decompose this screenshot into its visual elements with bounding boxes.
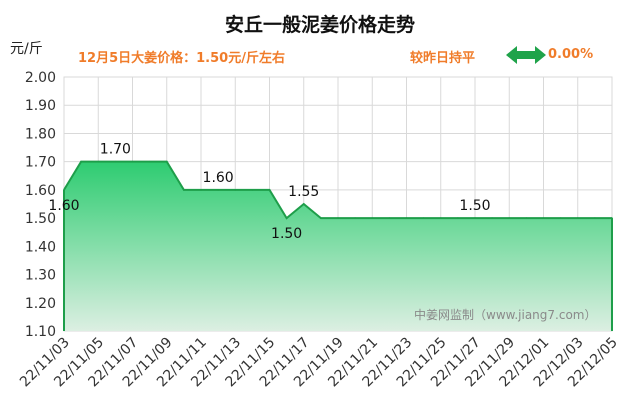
data-label: 1.50 [459, 198, 490, 214]
y-tick-label: 1.80 [25, 126, 56, 142]
y-tick-label: 1.30 [25, 268, 56, 284]
y-tick-label: 1.50 [25, 211, 56, 227]
data-point [457, 217, 459, 219]
y-tick-label: 1.40 [25, 239, 56, 255]
data-point [97, 160, 100, 163]
data-point [559, 217, 562, 219]
data-point [388, 217, 391, 219]
data-point [371, 217, 374, 219]
data-point [251, 189, 254, 191]
data-point [320, 217, 322, 219]
data-point [491, 217, 493, 219]
data-point [422, 217, 425, 219]
data-point [217, 189, 219, 191]
data-point [611, 217, 613, 219]
data-point [508, 217, 511, 219]
y-tick-label: 1.60 [25, 183, 56, 199]
y-tick-label: 1.70 [25, 155, 56, 171]
y-tick-label: 1.10 [25, 324, 56, 340]
data-point [354, 217, 356, 219]
data-point [405, 217, 408, 219]
double-arrow-icon [506, 46, 546, 64]
price-note: 12月5日大姜价格：1.50元/斤左右 [78, 51, 285, 66]
y-tick-label: 2.00 [25, 70, 56, 86]
data-point [474, 217, 476, 219]
y-tick-label: 1.90 [25, 98, 56, 114]
data-point [285, 217, 288, 219]
data-point [200, 189, 202, 191]
data-label: 1.50 [271, 226, 302, 242]
data-point [234, 189, 237, 191]
data-point [542, 217, 545, 219]
y-axis-unit: 元/斤 [10, 41, 43, 57]
data-label: 1.55 [288, 184, 319, 200]
price-area [64, 161, 612, 331]
data-point [594, 217, 596, 219]
data-point [63, 189, 65, 191]
data-point [80, 160, 82, 163]
data-point [576, 217, 579, 219]
data-point [525, 217, 528, 219]
watermark: 中姜网监制（www.jiang7.com） [414, 307, 596, 322]
data-point [165, 160, 168, 163]
change-value: 0.00% [548, 47, 594, 62]
chart-title: 安丘一般泥姜价格走势 [224, 14, 415, 36]
data-point [148, 160, 151, 163]
y-tick-label: 1.20 [25, 296, 56, 312]
data-label: 1.60 [48, 198, 79, 214]
data-point [337, 217, 339, 219]
data-label: 1.60 [203, 170, 234, 186]
data-label: 1.70 [100, 142, 131, 158]
data-point [114, 160, 117, 163]
data-point [131, 160, 134, 163]
data-point [302, 203, 305, 205]
data-point [268, 189, 271, 191]
data-point [183, 189, 185, 191]
data-point [439, 217, 442, 219]
change-label: 较昨日持平 [410, 51, 476, 66]
